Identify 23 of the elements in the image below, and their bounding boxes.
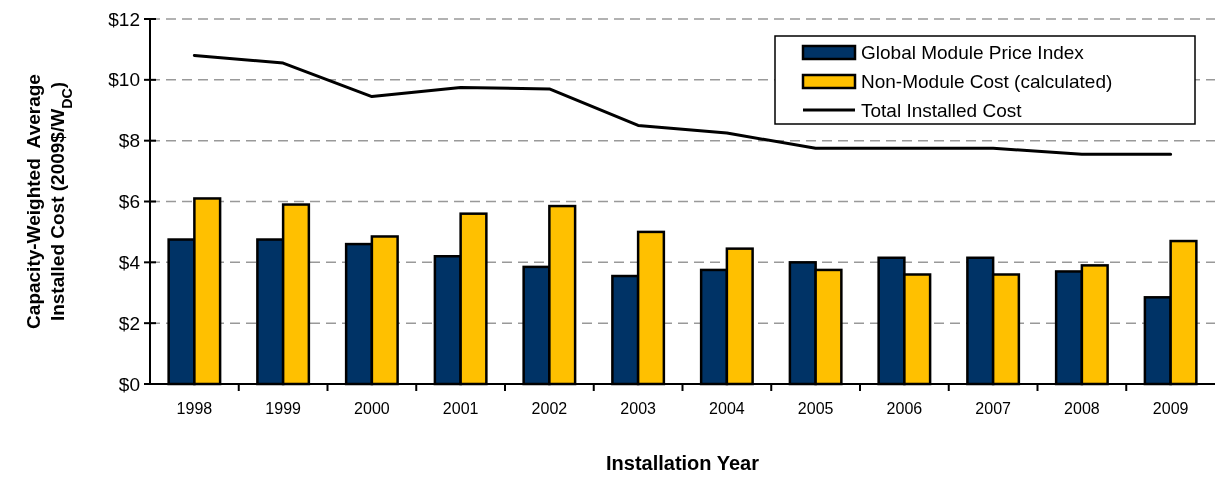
x-tick-label: 2002 (531, 400, 568, 417)
y-tick-label: $10 (108, 69, 140, 91)
x-tick-label: 2003 (620, 400, 657, 417)
x-tick-label: 2004 (709, 400, 745, 417)
x-tick-label: 2001 (442, 400, 479, 417)
x-axis-title: Installation Year (605, 452, 760, 474)
legend-label: Global Module Price Index (861, 41, 1085, 63)
legend-label: Total Installed Cost (861, 99, 1023, 121)
legend-label: Non-Module Cost (calculated) (861, 70, 1113, 92)
x-tick-label: 1999 (265, 400, 302, 417)
y-tick-label: $12 (108, 8, 140, 30)
x-tick-label: 2006 (886, 400, 923, 417)
x-tick-label: 2000 (354, 400, 390, 417)
x-tick-label: 1998 (176, 400, 213, 417)
y-tick-label: $0 (118, 373, 140, 395)
y-tick-label: $6 (118, 191, 140, 213)
x-tick-label: 2005 (797, 400, 834, 417)
y-tick-label: $4 (118, 251, 141, 273)
y-tick-label: $2 (118, 312, 140, 334)
x-tick-label: 2009 (1152, 400, 1189, 417)
x-tick-label: 2007 (975, 400, 1012, 417)
y-tick-label: $8 (118, 130, 140, 152)
x-tick-label: 2008 (1064, 400, 1100, 417)
